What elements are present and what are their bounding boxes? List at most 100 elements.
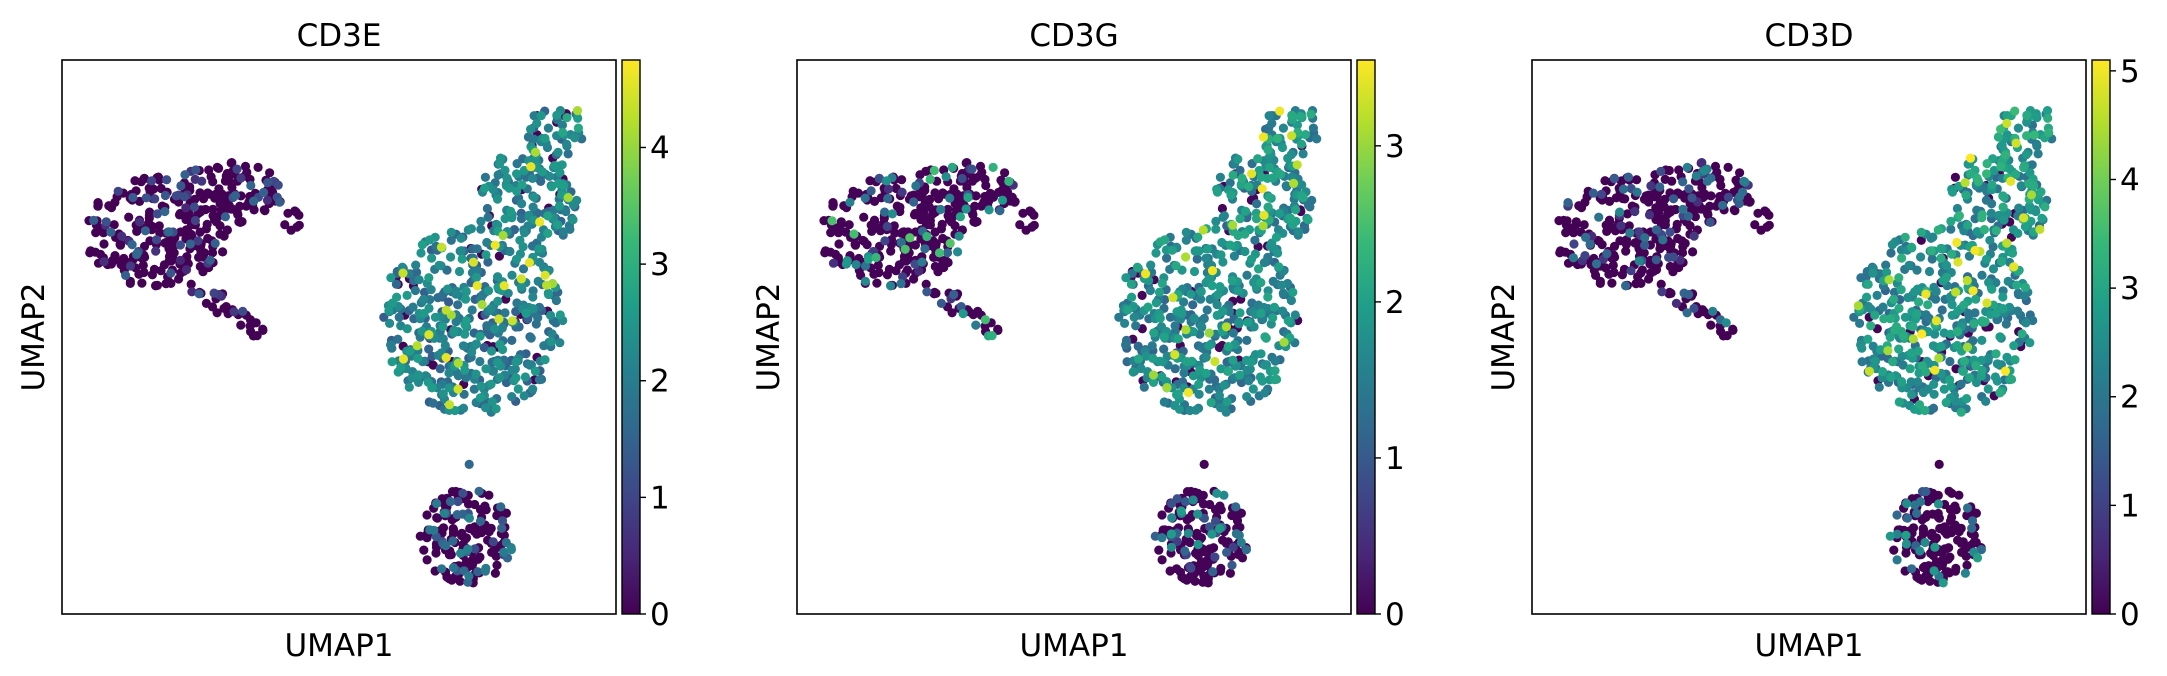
data-point xyxy=(453,358,463,368)
data-point xyxy=(954,231,964,241)
data-point xyxy=(551,295,562,306)
data-point xyxy=(502,173,512,183)
data-point xyxy=(1270,356,1280,366)
data-point xyxy=(208,211,218,221)
data-point xyxy=(862,240,872,250)
colorbar-tick-label: 0 xyxy=(1385,597,1405,633)
data-point xyxy=(896,237,906,248)
data-point xyxy=(1988,264,1999,274)
data-point xyxy=(1655,182,1665,192)
data-point xyxy=(147,176,157,186)
data-point xyxy=(214,163,224,173)
data-point xyxy=(189,202,199,212)
colorbar-tick-label: 2 xyxy=(1385,285,1405,321)
data-point xyxy=(249,196,259,206)
data-point xyxy=(445,497,456,507)
data-point xyxy=(1672,219,1682,229)
data-point xyxy=(1256,349,1266,359)
data-point xyxy=(1218,257,1228,267)
data-point xyxy=(385,318,395,328)
colorbar-tick-label: 0 xyxy=(2120,597,2140,633)
data-point xyxy=(1165,566,1175,576)
data-point xyxy=(1917,329,1927,339)
data-point xyxy=(1723,192,1733,202)
scatter-points xyxy=(1554,106,2057,588)
data-point xyxy=(1179,368,1189,378)
data-point xyxy=(1212,300,1222,310)
data-point xyxy=(507,270,517,280)
data-point xyxy=(1961,190,1971,200)
data-point xyxy=(1959,300,1969,310)
data-point xyxy=(921,166,931,176)
data-point xyxy=(258,324,268,334)
data-point xyxy=(2009,262,2019,272)
data-point xyxy=(937,219,947,229)
data-point xyxy=(521,308,531,318)
data-point xyxy=(1257,184,1267,194)
data-point xyxy=(1870,310,1880,320)
data-point xyxy=(1240,246,1250,257)
data-point xyxy=(573,113,583,123)
data-point xyxy=(1622,209,1632,219)
data-point xyxy=(472,244,482,254)
data-point xyxy=(897,187,907,197)
data-point xyxy=(1172,494,1182,504)
data-point xyxy=(1129,312,1139,322)
data-point xyxy=(534,244,544,254)
panel-cd3e: CD3E UMAP1 UMAP2 0 1 2 3 4 xyxy=(16,18,670,664)
data-point xyxy=(836,217,846,227)
data-point xyxy=(1905,364,1915,374)
data-point xyxy=(1181,227,1191,237)
data-point xyxy=(470,522,480,532)
data-point xyxy=(481,364,491,374)
data-point xyxy=(1287,110,1297,121)
data-point xyxy=(834,239,844,249)
data-point xyxy=(175,255,185,265)
data-point xyxy=(1916,227,1926,237)
data-point xyxy=(1706,320,1716,330)
data-point xyxy=(1215,524,1225,534)
data-point xyxy=(1186,563,1196,573)
data-point xyxy=(1927,528,1937,538)
data-point xyxy=(1894,303,1904,313)
data-point xyxy=(384,306,394,316)
data-point xyxy=(1174,404,1185,414)
data-point xyxy=(273,180,283,190)
data-point xyxy=(1973,177,1983,187)
data-point xyxy=(1246,254,1257,264)
data-point xyxy=(947,308,957,318)
data-point xyxy=(984,205,994,215)
data-point xyxy=(1903,293,1913,303)
data-point xyxy=(1213,290,1223,300)
data-point xyxy=(516,282,527,292)
data-point xyxy=(210,238,220,248)
colorbar-gradient xyxy=(622,60,640,614)
data-point xyxy=(1947,488,1957,498)
data-point xyxy=(1862,292,1872,302)
data-point xyxy=(1219,490,1229,500)
data-point xyxy=(1886,248,1896,258)
data-point xyxy=(1889,294,1899,304)
data-point xyxy=(920,185,930,195)
colorbar-tick-label: 3 xyxy=(2120,271,2140,307)
data-point xyxy=(167,256,177,266)
data-point xyxy=(1979,225,1989,235)
data-point xyxy=(1761,207,1771,217)
data-point xyxy=(921,214,931,224)
data-point xyxy=(1233,286,1243,296)
data-point xyxy=(1127,292,1137,302)
data-point xyxy=(1279,337,1289,347)
data-point xyxy=(1753,208,1763,218)
data-point xyxy=(1954,490,1964,500)
data-point xyxy=(457,528,467,538)
data-point xyxy=(1927,254,1937,264)
data-point xyxy=(1211,224,1221,234)
data-point xyxy=(563,149,573,159)
data-point xyxy=(1212,488,1222,498)
data-point xyxy=(1618,184,1629,194)
data-point xyxy=(128,192,138,203)
data-point xyxy=(1234,530,1244,541)
data-point xyxy=(456,233,466,243)
data-point xyxy=(1921,310,1931,320)
data-point xyxy=(1204,328,1214,338)
